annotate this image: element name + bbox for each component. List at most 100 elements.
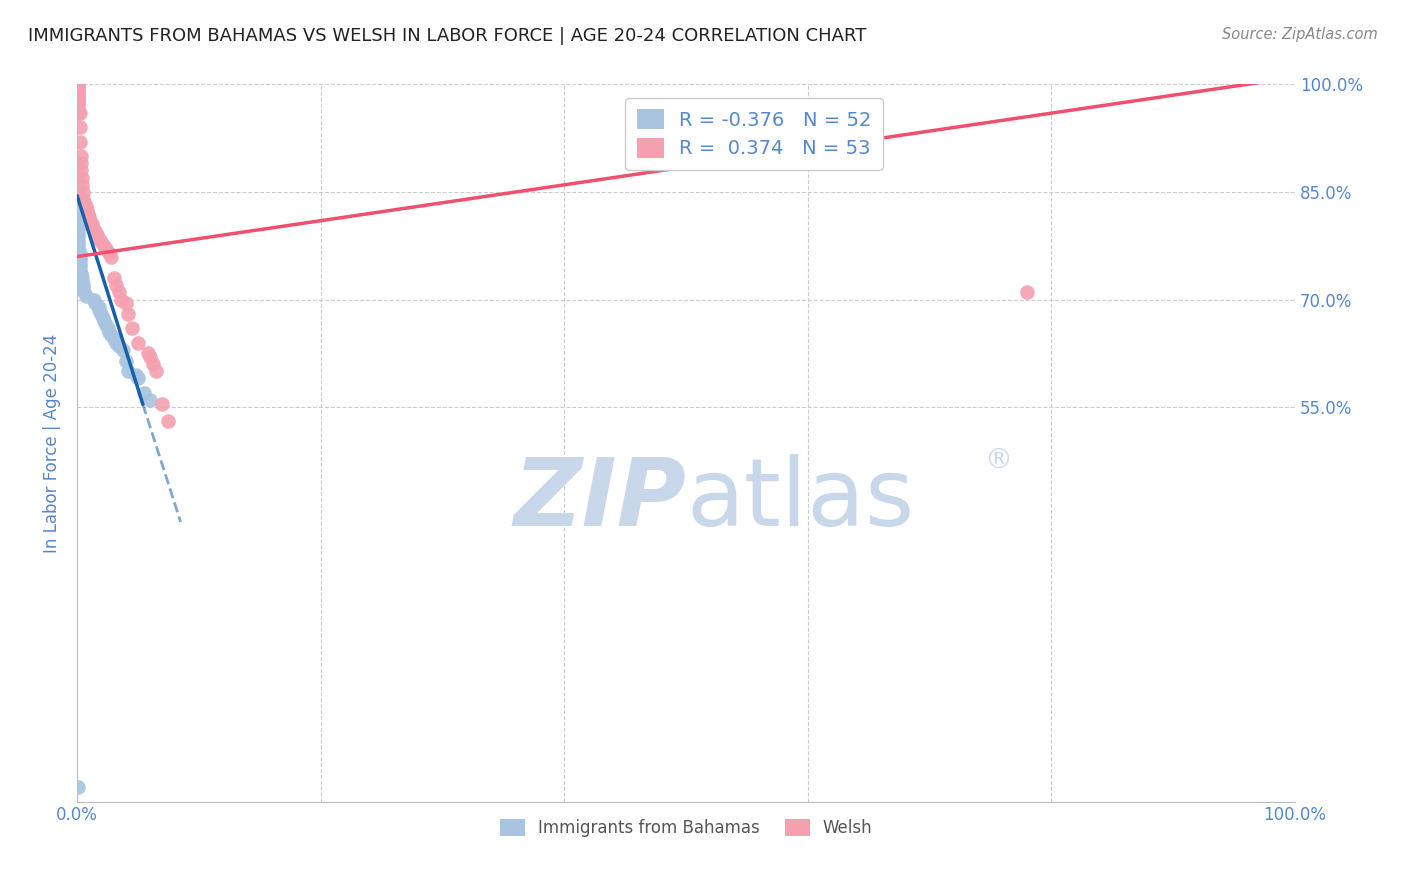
- Point: [96, 243, 118, 257]
- Point: [1015, 285, 1038, 300]
- Point: [136, 346, 159, 360]
- Point: [79, 213, 101, 227]
- Point: [67, 210, 90, 224]
- Point: [82, 220, 104, 235]
- Point: [103, 332, 125, 346]
- Point: [127, 371, 149, 385]
- Point: [70, 275, 93, 289]
- Legend: Immigrants from Bahamas, Welsh: Immigrants from Bahamas, Welsh: [494, 812, 879, 844]
- Point: [67, 227, 90, 242]
- Point: [107, 285, 129, 300]
- Point: [67, 232, 90, 246]
- Point: [67, 83, 90, 97]
- Point: [72, 278, 94, 293]
- Point: [67, 95, 90, 110]
- Point: [69, 106, 91, 120]
- Point: [67, 199, 90, 213]
- Point: [132, 385, 155, 400]
- Text: atlas: atlas: [686, 454, 914, 547]
- Point: [69, 257, 91, 271]
- Point: [84, 224, 107, 238]
- Point: [67, 103, 90, 117]
- Text: Source: ZipAtlas.com: Source: ZipAtlas.com: [1222, 27, 1378, 42]
- Point: [139, 350, 162, 364]
- Point: [67, 106, 90, 120]
- Point: [72, 192, 94, 206]
- Point: [157, 415, 180, 429]
- Point: [67, 243, 90, 257]
- Point: [112, 343, 135, 357]
- Point: [145, 364, 167, 378]
- Point: [83, 293, 105, 307]
- Point: [72, 282, 94, 296]
- Point: [67, 85, 90, 99]
- Point: [103, 271, 125, 285]
- Point: [77, 206, 100, 220]
- Point: [150, 396, 173, 410]
- Point: [90, 235, 112, 250]
- Point: [70, 170, 93, 185]
- Point: [67, 81, 90, 95]
- Point: [67, 235, 90, 250]
- Point: [69, 253, 91, 268]
- Point: [67, 93, 90, 107]
- Point: [69, 163, 91, 178]
- Point: [77, 210, 100, 224]
- Text: ZIP: ZIP: [513, 454, 686, 547]
- Point: [97, 246, 120, 260]
- Point: [142, 357, 165, 371]
- Y-axis label: In Labor Force | Age 20-24: In Labor Force | Age 20-24: [44, 334, 60, 553]
- Point: [93, 314, 115, 328]
- Point: [100, 250, 122, 264]
- Point: [70, 271, 93, 285]
- Point: [69, 264, 91, 278]
- Point: [87, 303, 110, 318]
- Point: [69, 268, 91, 282]
- Point: [110, 293, 132, 307]
- Point: [69, 260, 91, 275]
- Point: [69, 135, 91, 149]
- Point: [67, 213, 90, 227]
- Point: [93, 239, 115, 253]
- Point: [139, 392, 162, 407]
- Point: [73, 195, 96, 210]
- Point: [67, 780, 90, 795]
- Point: [67, 88, 90, 103]
- Point: [69, 156, 91, 170]
- Point: [69, 120, 91, 135]
- Point: [67, 202, 90, 217]
- Point: [87, 300, 110, 314]
- Point: [86, 227, 108, 242]
- Point: [96, 318, 118, 332]
- Point: [76, 202, 98, 217]
- Point: [114, 353, 136, 368]
- Point: [69, 250, 91, 264]
- Point: [67, 220, 90, 235]
- Point: [75, 289, 97, 303]
- Point: [121, 321, 143, 335]
- Point: [70, 178, 93, 192]
- Text: ®: ®: [984, 447, 1012, 475]
- Point: [67, 239, 90, 253]
- Point: [67, 217, 90, 231]
- Point: [114, 296, 136, 310]
- Point: [67, 99, 90, 113]
- Point: [69, 149, 91, 163]
- Text: IMMIGRANTS FROM BAHAMAS VS WELSH IN LABOR FORCE | AGE 20-24 CORRELATION CHART: IMMIGRANTS FROM BAHAMAS VS WELSH IN LABO…: [28, 27, 866, 45]
- Point: [124, 368, 146, 382]
- Point: [100, 328, 122, 343]
- Point: [67, 103, 90, 117]
- Point: [105, 335, 128, 350]
- Point: [67, 86, 90, 100]
- Point: [67, 78, 90, 93]
- Point: [73, 285, 96, 300]
- Point: [117, 307, 139, 321]
- Point: [97, 325, 120, 339]
- Point: [80, 217, 103, 231]
- Point: [75, 199, 97, 213]
- Point: [105, 278, 128, 293]
- Point: [84, 296, 107, 310]
- Point: [107, 339, 129, 353]
- Point: [67, 90, 90, 104]
- Point: [127, 335, 149, 350]
